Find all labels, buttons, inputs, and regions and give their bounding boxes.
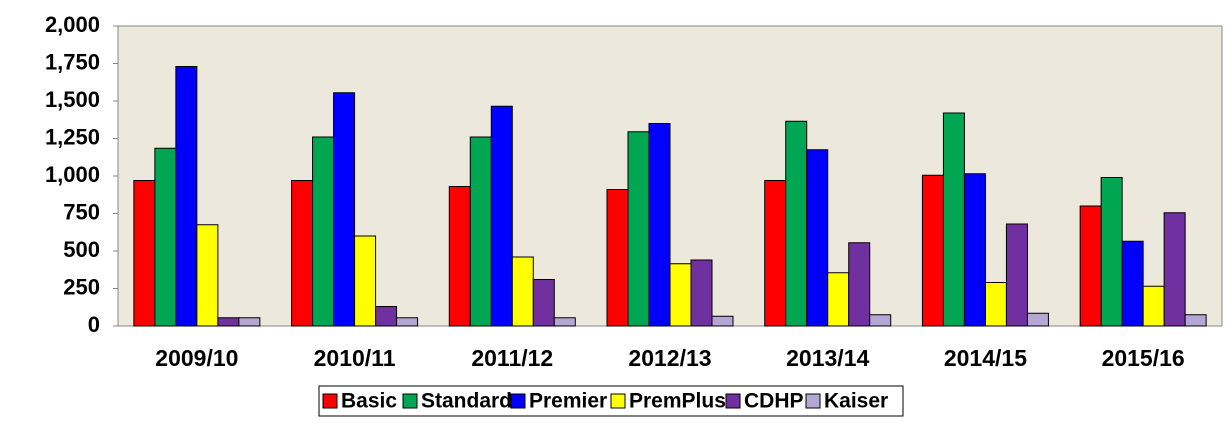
bar <box>354 235 377 327</box>
bar <box>848 242 871 327</box>
legend-label: Premier <box>529 390 607 413</box>
bar <box>1121 240 1144 327</box>
bar <box>333 92 356 327</box>
bar <box>1100 177 1123 327</box>
bar <box>175 66 198 327</box>
y-tick-label: 2,000 <box>45 12 100 37</box>
legend-swatch <box>402 393 418 409</box>
y-tick-label: 1,000 <box>45 162 100 187</box>
bar <box>963 173 986 327</box>
x-tick-label: 2011/12 <box>471 345 553 371</box>
bar <box>1142 285 1165 327</box>
bar <box>196 224 219 327</box>
legend-label: Standard <box>421 390 512 413</box>
y-tick-label: 0 <box>88 312 100 337</box>
x-tick-label: 2013/14 <box>786 345 869 371</box>
legend-label: Basic <box>341 390 397 413</box>
bar <box>785 120 808 327</box>
legend-swatch <box>322 393 338 409</box>
bar <box>291 180 314 327</box>
bar <box>627 131 650 327</box>
bar <box>711 315 734 327</box>
bar <box>1079 205 1102 327</box>
x-tick-label: 2009/10 <box>155 345 238 371</box>
bar <box>690 259 713 327</box>
bar <box>532 279 555 327</box>
bar <box>553 317 576 327</box>
y-tick-label: 500 <box>63 237 100 262</box>
bar <box>1005 223 1028 327</box>
bar <box>448 186 471 327</box>
bar <box>984 282 1007 327</box>
bar <box>827 272 850 327</box>
legend-swatch <box>610 393 626 409</box>
x-tick-label: 2010/11 <box>314 345 396 371</box>
bar <box>764 180 787 327</box>
legend-swatch <box>510 393 526 409</box>
y-tick-label: 250 <box>63 274 100 299</box>
bar <box>806 149 829 327</box>
legend-label: CDHP <box>744 390 804 413</box>
legend-label: PremPlus <box>629 390 726 413</box>
y-tick-label: 750 <box>63 199 100 224</box>
bar <box>469 136 492 327</box>
bar <box>490 105 513 327</box>
bar <box>1163 212 1186 327</box>
bar <box>154 147 177 327</box>
bar <box>133 180 156 327</box>
bar <box>375 306 398 327</box>
legend-swatch <box>805 393 821 409</box>
bar <box>217 317 240 327</box>
legend-swatch <box>725 393 741 409</box>
bar <box>1184 314 1207 327</box>
x-tick-label: 2012/13 <box>628 345 711 371</box>
bar <box>511 256 534 327</box>
x-tick-label: 2014/15 <box>944 345 1027 371</box>
bar <box>942 112 965 327</box>
bar <box>1026 312 1049 327</box>
bar <box>921 174 944 327</box>
bar <box>238 317 261 327</box>
bar <box>669 263 692 327</box>
bar <box>869 314 892 327</box>
bar <box>396 317 419 327</box>
y-tick-label: 1,250 <box>45 124 100 149</box>
bar <box>648 123 671 327</box>
bar <box>312 136 335 327</box>
bar <box>606 189 629 327</box>
x-tick-label: 2015/16 <box>1102 345 1185 371</box>
y-tick-label: 1,750 <box>45 49 100 74</box>
y-tick-label: 1,500 <box>45 87 100 112</box>
legend-label: Kaiser <box>824 390 888 413</box>
